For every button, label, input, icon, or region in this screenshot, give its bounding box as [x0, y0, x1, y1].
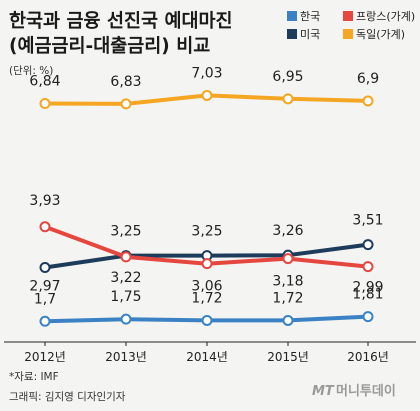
data-label-3-0: 6,84: [29, 73, 60, 89]
point-3-3: [282, 93, 294, 105]
point-0-0: [39, 315, 51, 327]
data-label-3-4: 6,9: [357, 71, 379, 87]
point-2-2: [201, 258, 213, 270]
data-label-2-1: 3,22: [110, 270, 141, 286]
graphic-credit: 그래픽: 김지영 디자인기자: [9, 391, 126, 403]
data-label-2-4: 2,99: [352, 280, 383, 296]
data-label-1-0: 2,97: [29, 278, 60, 294]
point-0-3: [282, 314, 294, 326]
legend-swatch-1: [287, 29, 297, 39]
point-2-4: [362, 261, 374, 273]
chart-title-line2: (예금금리-대출금리) 비교: [9, 36, 210, 57]
legend-swatch-0: [287, 11, 297, 21]
data-label-3-3: 6,95: [272, 69, 303, 85]
x-tick-label-3: 2015년: [267, 350, 309, 364]
plot-area: 1,7 1,75 1,72 1,72 1,81 2,97 3,25 3,25 3,26 3,51 3…: [29, 65, 384, 327]
data-label-0-3: 1,72: [272, 290, 303, 306]
data-label-1-3: 3,26: [272, 223, 303, 239]
point-1-4: [362, 239, 374, 251]
data-label-1-2: 3,25: [191, 224, 222, 240]
point-0-4: [362, 311, 374, 323]
unit-label: (단위: %): [9, 64, 53, 77]
point-0-2: [201, 314, 213, 326]
logo-mark: MT: [312, 384, 335, 399]
data-label-0-4: 1,81: [352, 287, 383, 303]
legend-label-0: 한국: [300, 10, 320, 23]
point-2-1: [120, 251, 132, 263]
data-label-2-0: 3,93: [29, 193, 60, 209]
data-label-0-2: 1,72: [191, 290, 222, 306]
point-3-4: [362, 95, 374, 107]
data-label-0-1: 1,75: [110, 289, 141, 305]
point-3-1: [120, 98, 132, 110]
point-0-1: [120, 313, 132, 325]
x-tick-label-0: 2012년: [24, 350, 66, 364]
point-3-2: [201, 89, 213, 101]
point-3-0: [39, 97, 51, 109]
logo-name: 머니투데이: [336, 383, 396, 399]
legend-label-1: 미국: [300, 28, 320, 41]
point-1-0: [39, 261, 51, 273]
data-label-3-1: 6,83: [110, 74, 141, 90]
point-2-3: [282, 253, 294, 265]
data-label-1-4: 3,51: [352, 213, 383, 229]
legend-swatch-2: [343, 11, 353, 21]
x-tick-label-1: 2013년: [105, 350, 147, 364]
data-label-1-1: 3,25: [110, 224, 141, 240]
legend-swatch-3: [343, 29, 353, 39]
data-label-2-3: 3,18: [272, 274, 303, 290]
logo: MT 머니투데이: [312, 383, 396, 399]
point-2-0: [39, 221, 51, 233]
chart-title-line1: 한국과 금융 선진국 예대마진: [9, 11, 233, 32]
x-axis-ticks: 2012년 2013년 2014년 2015년 2016년: [24, 342, 389, 364]
x-tick-label-4: 2016년: [347, 350, 389, 364]
data-label-3-2: 7,03: [191, 65, 222, 81]
x-tick-label-2: 2014년: [186, 350, 228, 364]
legend-label-2: 프랑스(가계): [356, 10, 415, 23]
data-label-0-0: 1,7: [34, 291, 56, 307]
source-note: *자료: IMF: [9, 371, 59, 383]
data-label-2-2: 3,06: [191, 279, 222, 295]
legend-label-3: 독일(가계): [356, 27, 405, 41]
